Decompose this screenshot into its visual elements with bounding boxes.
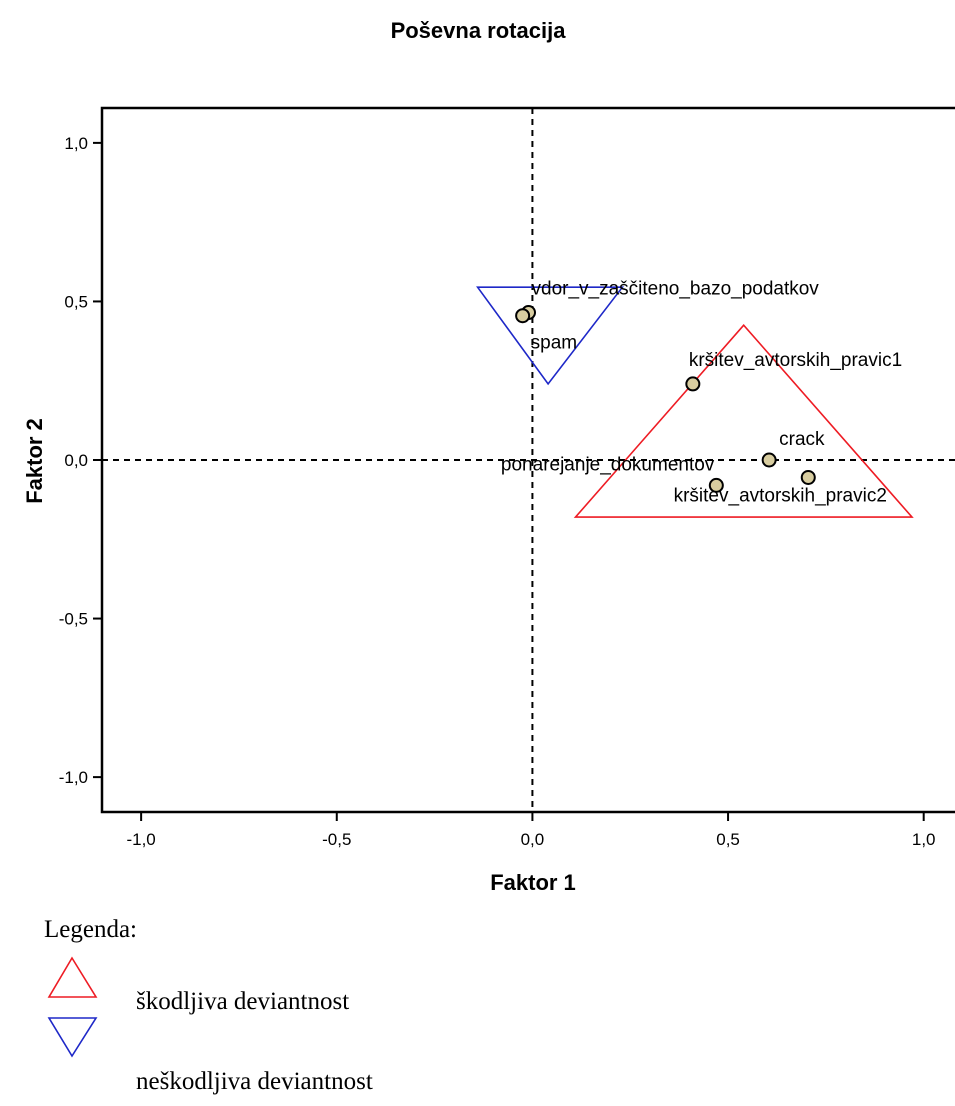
x-tick-label: -0,5 <box>322 830 351 849</box>
legend: Legenda: škodljiva deviantnost neškodljiv… <box>44 916 373 1095</box>
group-triangle-2 <box>476 286 625 386</box>
legend-entries: škodljiva deviantnost neškodljiva deviant… <box>47 956 373 1095</box>
x-axis-label: Faktor 1 <box>490 870 576 895</box>
point-label: kršitev_avtorskih_pravic2 <box>674 485 887 506</box>
point-label: spam <box>531 333 577 354</box>
point-label: kršitev_avtorskih_pravic1 <box>689 350 902 371</box>
data-point <box>708 477 724 493</box>
x-tick-label: 1,0 <box>912 830 936 849</box>
plot-area: -1,0 -0,5 0,0 0,5 1,0 -1,0 -0,5 0,0 0,5 1,0 vdor… <box>59 106 955 849</box>
point-label: crack <box>779 429 825 450</box>
y-tick-label: -1,0 <box>59 768 88 787</box>
y-tick-label: 0,0 <box>64 451 88 470</box>
y-axis-ticks: -1,0 -0,5 0,0 0,5 1,0 <box>59 134 102 787</box>
y-tick-label: -0,5 <box>59 610 88 629</box>
legend-title: Legenda: <box>44 916 137 943</box>
point-label: ponarejanje_dokumentov <box>501 454 715 475</box>
legend-symbol <box>47 1017 98 1058</box>
data-point <box>761 452 777 468</box>
x-tick-label: 0,5 <box>716 830 740 849</box>
group-shapes <box>476 286 914 518</box>
x-axis-ticks: -1,0 -0,5 0,0 0,5 1,0 <box>126 812 936 849</box>
x-tick-label: 0,0 <box>521 830 545 849</box>
data-point <box>800 469 816 485</box>
point-label: vdor_v_zaščiteno_bazo_podatkov <box>532 279 820 300</box>
data-point <box>685 376 701 392</box>
data-point <box>515 308 531 324</box>
legend-entry-label: škodljiva deviantnost <box>136 988 349 1015</box>
y-tick-label: 0,5 <box>64 292 88 311</box>
group-triangle-1 <box>573 323 914 518</box>
legend-symbol <box>47 956 98 998</box>
y-axis-label: Faktor 2 <box>22 418 47 504</box>
legend-entry-label: neškodljiva deviantnost <box>136 1068 373 1095</box>
chart-title: Poševna rotacija <box>391 18 567 43</box>
y-tick-label: 1,0 <box>64 134 88 153</box>
x-tick-label: -1,0 <box>126 830 155 849</box>
data-points <box>515 305 816 493</box>
